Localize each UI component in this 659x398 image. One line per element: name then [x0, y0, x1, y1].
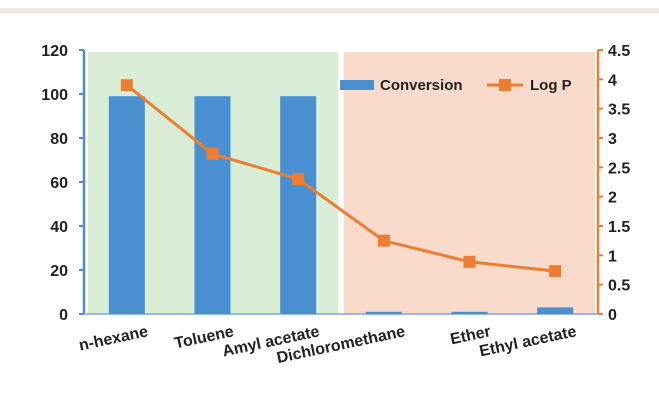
logp-point	[549, 265, 562, 278]
right-tick-label: 0.5	[608, 278, 630, 295]
left-tick-label: 120	[41, 43, 68, 60]
left-tick-label: 40	[50, 219, 68, 236]
logp-point	[206, 147, 219, 160]
right-tick-label: 2	[608, 190, 617, 207]
right-tick-label: 2.5	[608, 160, 630, 177]
left-tick-label: 100	[41, 87, 68, 104]
category-label: Ethyl acetate	[478, 323, 578, 360]
right-tick-label: 4	[608, 72, 617, 89]
conversion-bar	[451, 311, 488, 314]
logp-point	[292, 173, 305, 186]
conversion-bar	[108, 96, 145, 314]
legend-swatch-conversion	[340, 80, 374, 90]
conversion-bar	[537, 307, 574, 314]
logp-line	[125, 84, 556, 273]
left-tick-label: 80	[50, 131, 68, 148]
legend-label-conversion: Conversion	[380, 77, 463, 94]
conversion-bar	[280, 96, 317, 314]
right-tick-label: 1	[608, 248, 617, 265]
conversion-bar	[365, 311, 402, 314]
conversion-bar	[194, 96, 231, 314]
right-tick-label: 0	[608, 307, 617, 324]
top-divider	[0, 8, 659, 13]
legend-marker-logp	[499, 79, 511, 91]
right-tick-label: 3	[608, 131, 617, 148]
category-label: n-hexane	[77, 323, 149, 354]
left-tick-label: 20	[50, 263, 68, 280]
logp-point	[377, 234, 390, 247]
logp-point	[120, 79, 133, 92]
left-tick-label: 0	[59, 307, 68, 324]
legend-label-logp: Log P	[530, 77, 572, 94]
right-tick-label: 3.5	[608, 102, 630, 119]
right-tick-label: 1.5	[608, 219, 630, 236]
logp-point	[463, 255, 476, 268]
right-tick-label: 4.5	[608, 43, 630, 60]
left-tick-label: 60	[50, 175, 68, 192]
